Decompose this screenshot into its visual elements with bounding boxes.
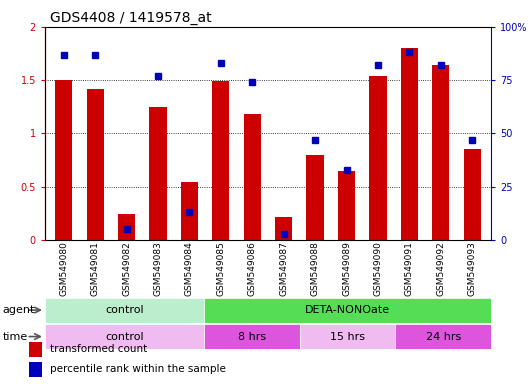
Text: DETA-NONOate: DETA-NONOate bbox=[305, 305, 390, 315]
Bar bbox=[45, 298, 204, 323]
Text: time: time bbox=[3, 331, 28, 342]
Text: control: control bbox=[105, 305, 144, 315]
Bar bbox=[55, 80, 72, 240]
Bar bbox=[29, 342, 42, 357]
Text: transformed count: transformed count bbox=[51, 344, 148, 354]
Bar bbox=[395, 324, 491, 349]
Text: agent: agent bbox=[3, 305, 35, 315]
Text: 24 hrs: 24 hrs bbox=[426, 331, 461, 342]
Text: 15 hrs: 15 hrs bbox=[330, 331, 365, 342]
Bar bbox=[275, 217, 293, 240]
Bar bbox=[300, 324, 395, 349]
Bar bbox=[204, 298, 491, 323]
Bar bbox=[401, 48, 418, 240]
Bar bbox=[204, 324, 300, 349]
Bar bbox=[45, 324, 204, 349]
Bar bbox=[464, 149, 481, 240]
Bar bbox=[181, 182, 198, 240]
Bar bbox=[369, 76, 386, 240]
Bar bbox=[87, 89, 104, 240]
Bar bbox=[243, 114, 261, 240]
Bar bbox=[306, 155, 324, 240]
Bar bbox=[338, 171, 355, 240]
Bar bbox=[29, 362, 42, 377]
Bar bbox=[118, 214, 135, 240]
Text: control: control bbox=[105, 331, 144, 342]
Text: 8 hrs: 8 hrs bbox=[238, 331, 266, 342]
Bar bbox=[149, 107, 167, 240]
Text: percentile rank within the sample: percentile rank within the sample bbox=[51, 364, 227, 374]
Bar bbox=[432, 65, 449, 240]
Bar bbox=[212, 81, 230, 240]
Text: GDS4408 / 1419578_at: GDS4408 / 1419578_at bbox=[50, 11, 212, 25]
